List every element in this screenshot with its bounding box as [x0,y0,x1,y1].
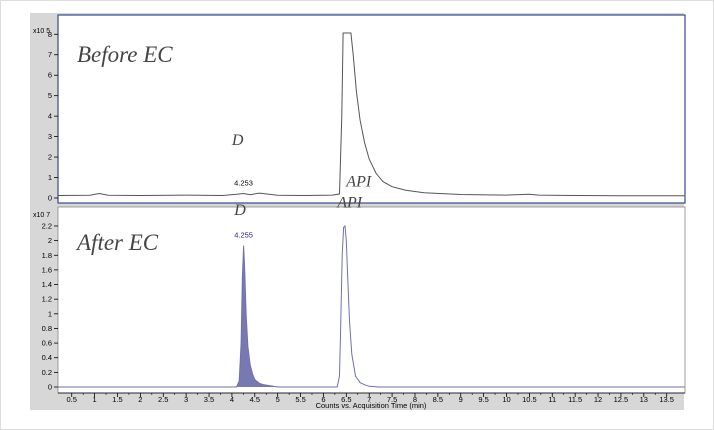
x-axis-title: Counts vs. Acquisition Time (min) [316,401,427,410]
xtick-label-0: 0.5 [67,395,77,404]
after-ec-panel: x10 7 0 0.2 0.4 0.6 0.8 1 1.2 1.4 1.6 1.8 2 2.2 0.5… [33,195,686,410]
before-ec-panel-label: Before EC [77,42,173,67]
after-ec-ytick-label-3: 0.6 [42,339,52,348]
after-ec-ytick-label-2: 0.4 [42,353,52,362]
before-ec-ytick-label-8: 8 [48,30,52,39]
xtick-label-20: 10.5 [522,395,537,404]
before-ec-ytick-label-0: 0 [48,194,52,203]
after-ec-ytick-label-9: 1.8 [42,251,52,260]
before-ec-trace [57,32,685,197]
after-ec-peak-d-label: D [233,202,246,219]
before-ec-y-axis: 0 1 2 3 4 5 6 7 8 [48,30,58,203]
after-ec-api-label: API [336,195,363,212]
before-ec-api-label: API [345,174,372,191]
after-ec-ytick-label-11: 2.2 [42,221,52,230]
xtick-label-16: 8.5 [433,395,443,404]
xtick-label-21: 11 [548,395,556,404]
xtick-label-12: 6.5 [341,395,351,404]
xtick-label-24: 12.5 [614,395,629,404]
after-ec-ytick-label-6: 1.2 [42,295,52,304]
xtick-label-2: 1.5 [112,395,122,404]
xtick-label-9: 5 [276,395,280,404]
xtick-label-17: 9 [459,395,463,404]
after-ec-plot-frame [57,206,686,394]
before-ec-trace-line [57,32,685,197]
after-ec-trace [58,224,685,388]
xtick-label-25: 13 [640,395,648,404]
before-ec-y-multiplier: x10 5 [33,28,50,35]
xtick-label-23: 12 [594,395,602,404]
xtick-label-7: 4 [230,395,234,404]
xtick-label-15: 8 [413,395,417,404]
before-ec-plot-frame [57,14,686,204]
after-ec-ytick-label-10: 2 [48,236,52,245]
xtick-label-26: 13.5 [659,395,674,404]
before-ec-peak-d-time: 4.253 [234,179,253,188]
after-ec-ytick-label-0: 0 [48,383,52,392]
after-ec-ytick-label-8: 1.6 [42,265,52,274]
after-ec-y-multiplier: x10 7 [33,212,50,219]
xtick-label-19: 10 [502,395,510,404]
before-ec-ytick-label-5: 5 [48,91,52,100]
before-ec-ytick-label-3: 3 [48,132,52,141]
before-ec-ytick-label-2: 2 [48,153,52,162]
xtick-label-3: 2 [138,395,142,404]
before-ec-panel: x10 5 0 1 2 3 4 5 6 7 8 Before EC D 4.253 API [33,14,686,204]
after-ec-ytick-label-4: 0.8 [42,324,52,333]
after-ec-peak-d-fill [236,245,278,387]
xtick-label-5: 3 [184,395,188,404]
xtick-label-18: 9.5 [478,395,488,404]
xtick-label-14: 7.5 [387,395,397,404]
xtick-label-11: 6 [321,395,325,404]
after-ec-peak-d-time: 4.255 [234,231,253,240]
before-ec-peak-d-label: D [231,132,244,149]
before-ec-ytick-label-7: 7 [48,50,52,59]
xtick-label-10: 5.5 [295,395,305,404]
before-ec-ytick-label-1: 1 [48,173,52,182]
xtick-label-8: 4.5 [250,395,260,404]
after-ec-ytick-label-1: 0.2 [42,368,52,377]
xtick-label-6: 3.5 [204,395,214,404]
after-ec-y-axis: 0 0.2 0.4 0.6 0.8 1 1.2 1.4 1.6 1.8 2 2.2 [42,221,58,392]
xtick-label-22: 11.5 [568,395,582,404]
xtick-label-13: 7 [367,395,371,404]
before-ec-ytick-label-6: 6 [48,71,52,80]
after-ec-trace-line [58,224,685,388]
xtick-label-1: 1 [93,395,97,404]
before-ec-ytick-label-4: 4 [48,112,52,121]
after-ec-panel-label: After EC [75,230,159,255]
after-ec-ytick-label-7: 1.4 [42,280,52,289]
after-ec-ytick-label-5: 1 [48,309,52,318]
time-x-axis: 0.5 1 1.5 2 2.5 3 3.5 4 4.5 5 5.5 6 6.5 7 7.5 8 8.5 9 9.5 1… [58,392,685,404]
xtick-label-4: 2.5 [158,395,168,404]
